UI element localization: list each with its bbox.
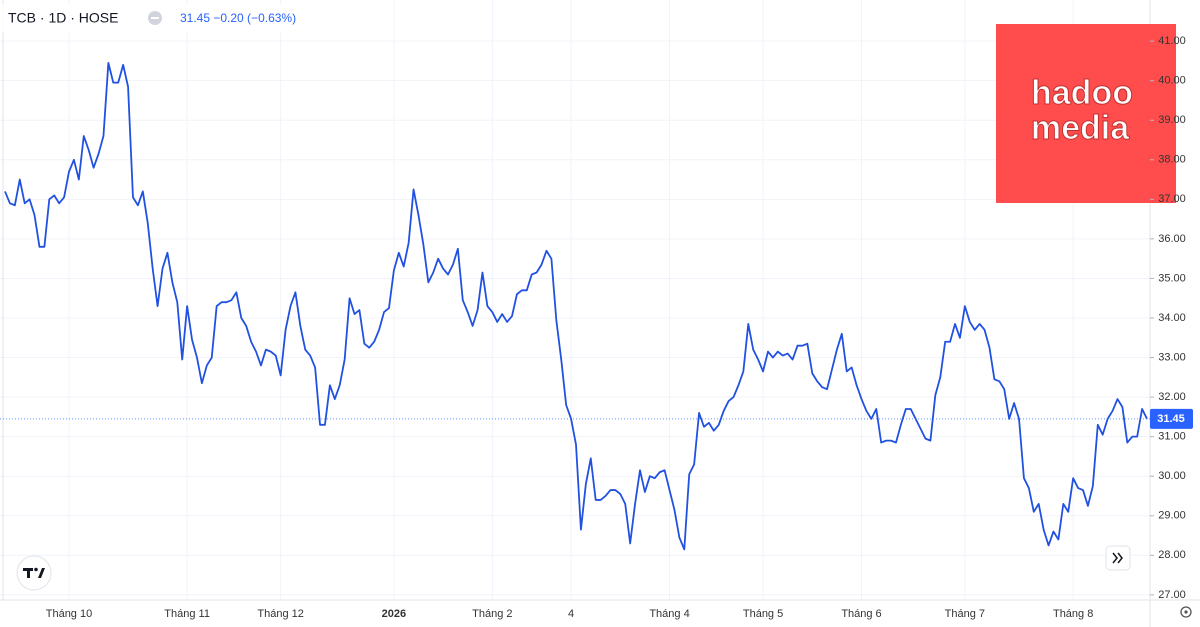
grid: [0, 0, 1150, 600]
watermark: hadoo media: [996, 24, 1176, 203]
y-tick-label: 39.00: [1158, 114, 1186, 126]
tv-logo[interactable]: [16, 555, 52, 591]
x-tick-label: Tháng 6: [841, 608, 881, 620]
logo-bg: [16, 555, 52, 591]
price-line: [4, 61, 1148, 551]
x-tick-label: Tháng 11: [164, 608, 210, 620]
y-tick-label: 33.00: [1158, 351, 1186, 363]
x-tick-label: Tháng 12: [257, 608, 303, 620]
scroll-button-bg: [1105, 545, 1131, 571]
x-tick-label: Tháng 7: [945, 608, 985, 620]
y-tick-label: 27.00: [1158, 589, 1186, 601]
x-tick-label: Tháng 5: [743, 608, 783, 620]
logo-part: [38, 568, 45, 578]
settings-icon-dot: [1184, 610, 1188, 614]
quote: 31.45 −0.20 (−0.63%): [180, 11, 296, 25]
plot: [0, 61, 1150, 551]
x-tick-label: Tháng 2: [472, 608, 512, 620]
y-tick-label: 41.00: [1158, 35, 1186, 47]
header: TCB · 1D · HOSE 31.45 −0.20 (−0.63%): [0, 4, 320, 32]
x-tick-label: Tháng 8: [1053, 608, 1093, 620]
x-tick-label: Tháng 10: [46, 608, 92, 620]
logo-part: [34, 567, 38, 572]
scroll-button[interactable]: [1105, 545, 1131, 571]
y-tick-label: 38.00: [1158, 154, 1186, 166]
x-tick-label: 2026: [382, 608, 406, 620]
y-tick-label: 29.00: [1158, 510, 1186, 522]
y-tick-label: 28.00: [1158, 549, 1186, 561]
logo-part: [27, 568, 30, 578]
last-price-box: [1150, 408, 1193, 429]
x-tick-label: Tháng 4: [649, 608, 689, 620]
settings-button[interactable]: [1180, 606, 1192, 618]
last-price-label: 31.45: [1157, 413, 1185, 425]
scroll-icon: [1112, 552, 1123, 564]
watermark-box: [996, 24, 1176, 203]
y-tick-label: 35.00: [1158, 272, 1186, 284]
y-tick-label: 37.00: [1158, 193, 1186, 205]
y-tick-label: 40.00: [1158, 75, 1186, 87]
y-tick-label: 32.00: [1158, 391, 1186, 403]
symbol[interactable]: TCB · 1D · HOSE: [8, 10, 118, 26]
y-tick-label: 31.00: [1158, 431, 1186, 443]
y-tick-label: 34.00: [1158, 312, 1186, 324]
y-tick-label: 30.00: [1158, 470, 1186, 482]
y-tick-label: 36.00: [1158, 233, 1186, 245]
x-tick-label: 4: [568, 608, 574, 620]
settings-icon: [1180, 606, 1192, 618]
watermark-text: hadoo: [1031, 74, 1133, 112]
watermark-text: media: [1031, 109, 1130, 147]
